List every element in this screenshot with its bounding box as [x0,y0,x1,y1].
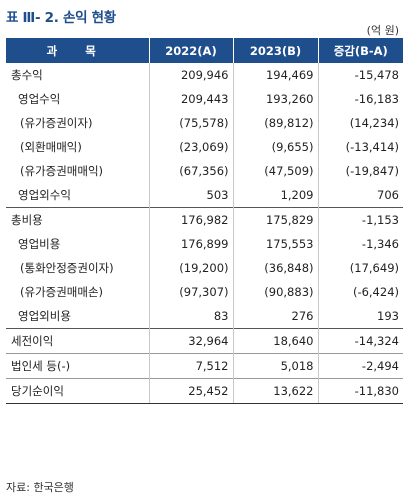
row-label: 당기순이익 [6,378,149,404]
value-2022: (75,578) [148,111,233,135]
value-change: (-13,414) [317,135,403,159]
value-2023: (89,812) [232,111,318,135]
unit-label: (억 원) [366,24,399,37]
value-2023: (36,848) [232,256,318,280]
source-note: 자료: 한국은행 [6,481,74,494]
table-row: 영업수익 209,443 193,260 -16,183 [6,87,403,111]
table-row: 영업비용 176,899 175,553 -1,346 [6,232,403,256]
value-2022: 32,964 [148,328,233,354]
value-2022: (23,069) [148,135,233,159]
value-2023: 175,553 [232,232,318,256]
value-2023: 5,018 [232,353,318,379]
value-2022: 503 [148,183,233,208]
income-statement-table: 과 목 2022(A) 2023(B) 증감(B-A) 총수익 209,946 … [6,38,403,404]
value-change: -11,830 [317,378,403,404]
value-2022: 83 [148,304,233,329]
row-label: 법인세 등(-) [6,353,149,379]
row-label: (외환매매익) [20,140,82,154]
value-change: (-19,847) [317,159,403,183]
value-2023: 193,260 [232,87,318,111]
value-2022: 7,512 [148,353,233,379]
table-row: (유가증권매매익) (67,356) (47,509) (-19,847) [6,159,403,183]
table-row: (유가증권이자) (75,578) (89,812) (14,234) [6,111,403,135]
value-2023: 1,209 [232,183,318,208]
table-row: 영업외비용 83 276 193 [6,304,403,329]
value-2023: 13,622 [232,378,318,404]
value-change: 706 [317,183,403,208]
value-change: -2,494 [317,353,403,379]
value-change: (17,649) [317,256,403,280]
table-row: (유가증권매매손) (97,307) (90,883) (-6,424) [6,280,403,304]
row-label: (유가증권매매익) [20,164,104,178]
header-item: 과 목 [6,38,149,63]
value-2023: 18,640 [232,328,318,354]
value-2022: 209,443 [148,87,233,111]
header-2022: 2022(A) [148,38,233,63]
header-2023: 2023(B) [232,38,318,63]
row-label: 총비용 [6,207,149,232]
row-label: (유가증권이자) [20,116,93,130]
value-2022: 176,982 [148,207,233,232]
table-row: (통화안정증권이자) (19,200) (36,848) (17,649) [6,256,403,280]
value-2022: (19,200) [148,256,233,280]
header-change: 증감(B-A) [317,38,403,63]
value-change: -15,478 [317,63,403,87]
value-2022: 209,946 [148,63,233,87]
table-row: (외환매매익) (23,069) (9,655) (-13,414) [6,135,403,159]
value-change: -1,153 [317,207,403,232]
table-row: 세전이익 32,964 18,640 -14,324 [6,328,403,354]
value-2023: (90,883) [232,280,318,304]
table-row: 영업외수익 503 1,209 706 [6,183,403,208]
row-label: 영업비용 [18,237,61,251]
table-row: 총수익 209,946 194,469 -15,478 [6,63,403,87]
value-change: -14,324 [317,328,403,354]
value-2023: (9,655) [232,135,318,159]
value-2023: (47,509) [232,159,318,183]
row-label: (유가증권매매손) [20,285,104,299]
row-label: 영업수익 [18,92,61,106]
value-2022: (97,307) [148,280,233,304]
value-change: -16,183 [317,87,403,111]
table-row: 당기순이익 25,452 13,622 -11,830 [6,378,403,404]
value-2022: (67,356) [148,159,233,183]
value-2022: 176,899 [148,232,233,256]
value-2023: 175,829 [232,207,318,232]
value-2023: 194,469 [232,63,318,87]
value-change: -1,346 [317,232,403,256]
value-change: 193 [317,304,403,329]
value-2023: 276 [232,304,318,329]
value-change: (14,234) [317,111,403,135]
table-title: 표 Ⅲ- 2. 손익 현황 [6,10,116,26]
row-label: (통화안정증권이자) [20,261,114,275]
value-change: (-6,424) [317,280,403,304]
table-row: 법인세 등(-) 7,512 5,018 -2,494 [6,353,403,379]
header-row: 과 목 2022(A) 2023(B) 증감(B-A) [6,38,403,63]
value-2022: 25,452 [148,378,233,404]
row-label: 영업외비용 [18,309,71,323]
table-row: 총비용 176,982 175,829 -1,153 [6,207,403,232]
row-label: 세전이익 [6,328,149,354]
row-label: 영업외수익 [18,188,71,202]
row-label: 총수익 [11,68,43,82]
